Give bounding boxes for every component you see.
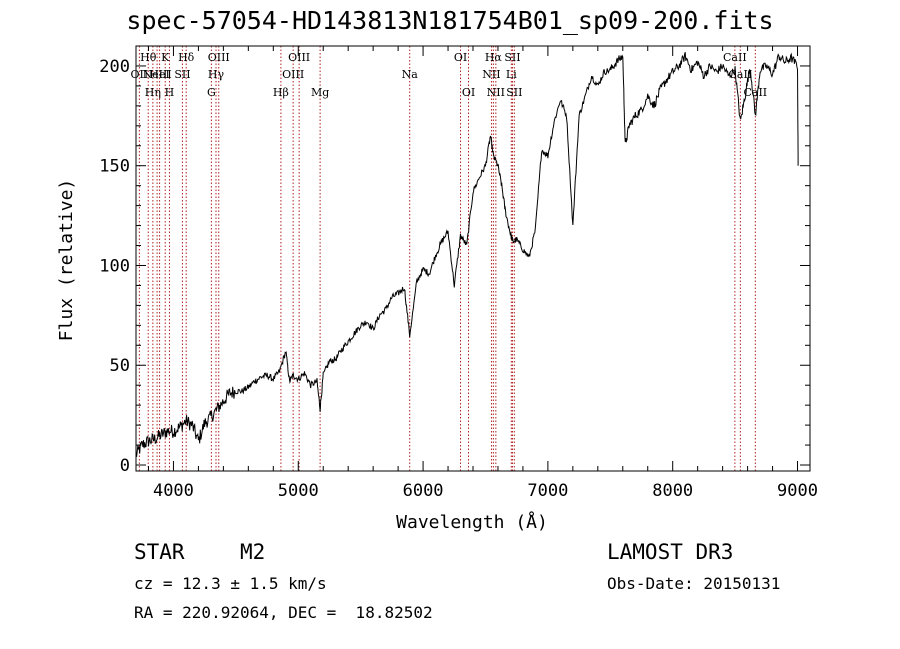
x-axis: 4000 5000 6000 7000 8000 9000 — [147, 46, 818, 501]
line-label-12: Hβ — [273, 86, 289, 99]
line-label-14: OIII — [288, 51, 310, 64]
y-axis-label: Flux (relative) — [56, 179, 77, 342]
x-tick-label-3: 7000 — [527, 481, 568, 501]
ra-dec: RA = 220.92064, DEC = 18.82502 — [134, 603, 433, 622]
line-label-17: OI — [454, 51, 467, 64]
y-tick-label-3: 150 — [99, 157, 130, 177]
chart-title: spec-57054-HD143813N181754B01_sp09-200.f… — [126, 6, 774, 35]
object-subclass: M2 — [240, 540, 266, 564]
line-label-1: Hθ — [140, 51, 157, 64]
line-label-25: CaII — [723, 51, 747, 64]
y-tick-label-0: 0 — [120, 456, 130, 476]
obs-date: Obs-Date: 20150131 — [607, 574, 781, 593]
line-label-4: HeI — [149, 68, 169, 81]
y-tick-label-2: 100 — [99, 256, 130, 276]
line-label-23: SII — [504, 51, 520, 64]
line-label-18: OI — [462, 86, 475, 99]
line-label-24: SII — [506, 86, 522, 99]
survey-name: LAMOST DR3 — [607, 540, 734, 564]
line-label-7: SII — [174, 68, 190, 81]
line-label-22: Li — [506, 68, 517, 81]
line-label-13: OIII — [282, 68, 304, 81]
line-label-6: H — [165, 86, 175, 99]
line-label-2: Hη — [145, 86, 161, 99]
line-label-3: NeIII — [143, 68, 172, 81]
x-tick-label-1: 5000 — [278, 481, 319, 501]
line-label-11: OIII — [208, 51, 230, 64]
line-label-5: K — [161, 51, 170, 64]
y-tick-label-4: 200 — [99, 57, 130, 77]
line-label-15: Mg — [311, 86, 329, 99]
y-axis: 0 50 100 150 200 — [99, 57, 810, 476]
object-class: STAR — [134, 540, 185, 564]
x-tick-label-4: 8000 — [652, 481, 693, 501]
spectral-line-markers — [138, 46, 756, 471]
plot-frame — [135, 45, 811, 472]
redshift-cz: cz = 12.3 ± 1.5 km/s — [134, 574, 327, 593]
line-label-0: OII — [131, 68, 149, 81]
line-label-8: Hδ — [178, 51, 195, 64]
line-label-9: G — [207, 86, 216, 99]
y-tick-label-1: 50 — [110, 356, 130, 376]
x-tick-label-5: 9000 — [777, 481, 818, 501]
line-label-20: Hα — [485, 51, 503, 64]
line-label-21: NII — [487, 86, 505, 99]
x-axis-label: Wavelength (Å) — [396, 511, 548, 533]
line-label-10: Hγ — [208, 68, 225, 81]
line-label-19: NII — [482, 68, 500, 81]
line-label-16: Na — [402, 68, 419, 81]
spectrum-line — [135, 51, 799, 457]
x-tick-label-0: 4000 — [153, 481, 194, 501]
line-label-27: CaII — [743, 86, 767, 99]
x-tick-label-2: 6000 — [403, 481, 444, 501]
